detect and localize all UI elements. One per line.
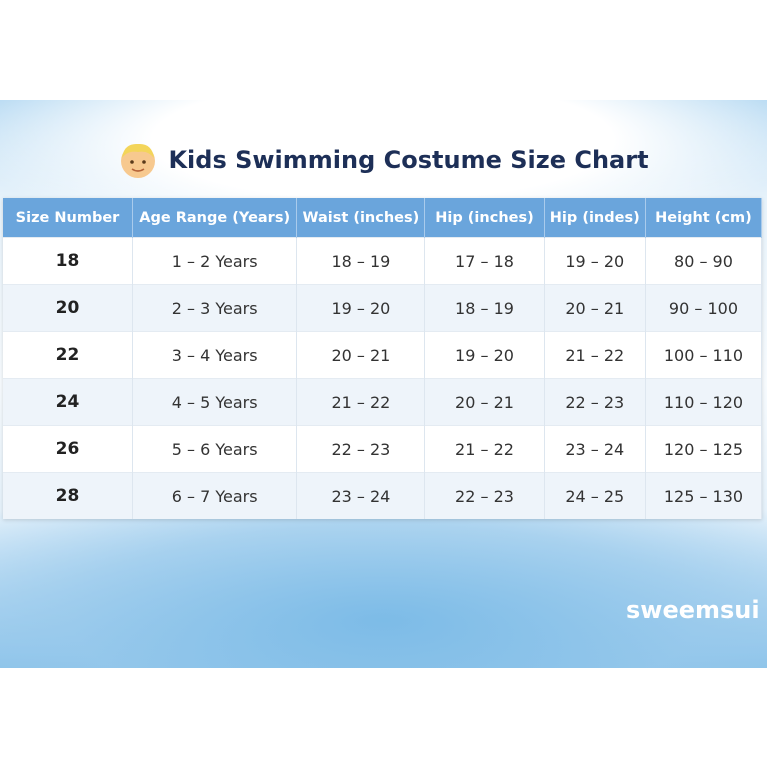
table-cell: 20 – 21 <box>296 331 426 379</box>
table-cell: 125 – 130 <box>645 472 763 519</box>
table-row: 24 4 – 5 Years 21 – 22 20 – 21 22 – 23 110 – … <box>3 378 763 426</box>
table-cell: 23 – 24 <box>296 472 426 519</box>
watermark: sweemsui <box>626 596 760 624</box>
column-header: Height (cm) <box>645 198 763 238</box>
table-cell: 3 – 4 Years <box>132 331 298 379</box>
table-cell: 110 – 120 <box>645 378 763 426</box>
table-cell: 80 – 90 <box>645 237 763 285</box>
table-cell: 1 – 2 Years <box>132 237 298 285</box>
column-header: Size Number <box>3 198 133 238</box>
table-row: 26 5 – 6 Years 22 – 23 21 – 22 23 – 24 120 – … <box>3 425 763 473</box>
header-row: Size Number Age Range (Years) Waist (inche… <box>3 198 763 238</box>
table-cell: 23 – 24 <box>544 425 646 473</box>
table-cell: 22 – 23 <box>544 378 646 426</box>
table-cell: 21 – 22 <box>544 331 646 379</box>
table-cell: 90 – 100 <box>645 284 763 332</box>
column-header: Age Range (Years) <box>132 198 298 238</box>
table-cell: 21 – 22 <box>424 425 545 473</box>
table-body: 18 1 – 2 Years 18 – 19 17 – 18 19 – 20 80 – 9… <box>3 237 763 519</box>
size-cell: 22 <box>3 331 133 379</box>
size-cell: 24 <box>3 378 133 426</box>
column-header: Waist (inches) <box>296 198 426 238</box>
table-cell: 21 – 22 <box>296 378 426 426</box>
table-cell: 22 – 23 <box>296 425 426 473</box>
table-cell: 22 – 23 <box>424 472 545 519</box>
table-cell: 19 – 20 <box>424 331 545 379</box>
table-cell: 6 – 7 Years <box>132 472 298 519</box>
title: Kids Swimming Costume Size Chart <box>168 146 649 174</box>
table-cell: 18 – 19 <box>296 237 426 285</box>
table-cell: 4 – 5 Years <box>132 378 298 426</box>
table-cell: 24 – 25 <box>544 472 646 519</box>
table-cell: 19 – 20 <box>296 284 426 332</box>
table-row: 20 2 – 3 Years 19 – 20 18 – 19 20 – 21 90 – 1… <box>3 284 763 332</box>
table-cell: 120 – 125 <box>645 425 763 473</box>
size-cell: 18 <box>3 237 133 285</box>
face-emoji <box>121 143 156 178</box>
table-cell: 2 – 3 Years <box>132 284 298 332</box>
table-row: 22 3 – 4 Years 20 – 21 19 – 20 21 – 22 100 – … <box>3 331 763 379</box>
size-cell: 26 <box>3 425 133 473</box>
column-header: Hip (inches) <box>424 198 545 238</box>
size-cell: 20 <box>3 284 133 332</box>
title-bar: Kids Swimming Costume Size Chart <box>0 140 767 180</box>
table-cell: 19 – 20 <box>544 237 646 285</box>
size-table: Size Number Age Range (Years) Waist (inche… <box>3 198 763 519</box>
table-cell: 5 – 6 Years <box>132 425 298 473</box>
table-cell: 18 – 19 <box>424 284 545 332</box>
table-cell: 17 – 18 <box>424 237 545 285</box>
table-cell: 20 – 21 <box>424 378 545 426</box>
table-row: 18 1 – 2 Years 18 – 19 17 – 18 19 – 20 80 – 9… <box>3 237 763 285</box>
table-cell: 100 – 110 <box>645 331 763 379</box>
table-row: 28 6 – 7 Years 23 – 24 22 – 23 24 – 25 125 – … <box>3 472 763 519</box>
table-cell: 20 – 21 <box>544 284 646 332</box>
column-header: Hip (indes) <box>544 198 646 238</box>
size-cell: 28 <box>3 472 133 519</box>
